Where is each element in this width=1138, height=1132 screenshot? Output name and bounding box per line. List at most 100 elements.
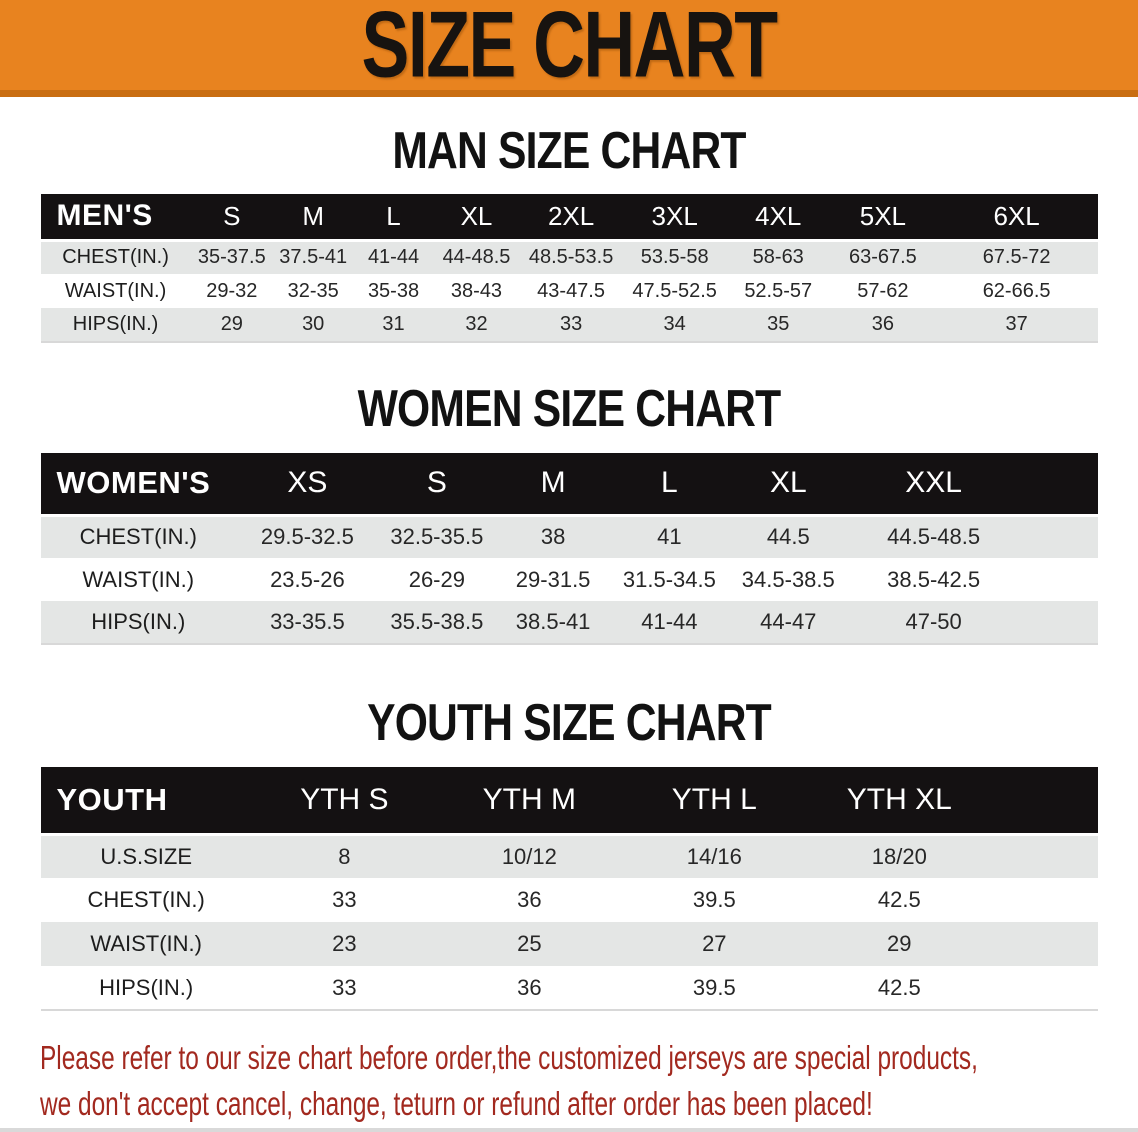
measurement-value: 41 [611, 515, 728, 558]
measurement-value: 39.5 [621, 878, 807, 922]
measurement-value: 32 [433, 308, 520, 343]
measurement-value: 42.5 [806, 966, 992, 1011]
measurement-value: 39.5 [621, 966, 807, 1011]
measurement-value: 33-35.5 [236, 601, 379, 645]
measurement-value: 34.5-38.5 [727, 558, 850, 601]
size-column-header: M [273, 194, 354, 242]
measurement-row: WAIST(IN.) 23 25 27 29 [40, 922, 1098, 966]
size-column-header: 4XL [726, 194, 831, 242]
size-column-header: L [611, 453, 728, 517]
measurement-value: 10/12 [436, 834, 622, 878]
size-column-header: S [190, 194, 274, 242]
size-column-header: M [494, 453, 612, 517]
measurement-value: 67.5-72 [935, 240, 1098, 274]
measurement-value: 31.5-34.5 [611, 558, 728, 601]
size-column-header: YTH L [621, 767, 807, 836]
measurement-value: 53.5-58 [622, 240, 727, 274]
youth-section-heading: YOUTH SIZE CHART [367, 694, 772, 752]
measurement-value: 38 [494, 515, 612, 558]
measurement-value: 37 [935, 308, 1098, 343]
size-column-header: YTH S [251, 767, 437, 836]
measurement-value: 41-44 [353, 240, 434, 274]
size-column-header: 3XL [622, 194, 727, 242]
size-column-header: XS [236, 453, 379, 517]
measurement-row: WAIST(IN.) 23.5-26 26-29 29-31.5 31.5-34.5 34… [40, 558, 1098, 601]
measurement-value: 26-29 [378, 558, 495, 601]
measurement-row: HIPS(IN.) 33-35.5 35.5-38.5 38.5-41 41-44 44-… [40, 601, 1098, 645]
men-size-section: MAN SIZE CHART MEN'S S M L XL 2XL 3XL 4XL 5XL 6XL… [0, 123, 1138, 343]
women-size-table: WOMEN'S XS S M L XL XXL CHEST(IN.) 29.5-32.5 32.5… [40, 453, 1098, 645]
measurement-value: 44.5-48.5 [849, 515, 1019, 558]
banner-title: SIZE CHART [361, 0, 779, 98]
measurement-value: 52.5-57 [726, 274, 831, 308]
measurement-value: 23 [251, 922, 437, 966]
size-column-header: XXL [849, 453, 1019, 517]
spacer-cell [991, 834, 1098, 878]
measurement-value: 47.5-52.5 [622, 274, 727, 308]
measurement-value: 57-62 [830, 274, 936, 308]
measurement-value: 44.5 [727, 515, 850, 558]
measurement-value: 62-66.5 [935, 274, 1098, 308]
measurement-value: 33 [251, 966, 437, 1011]
spacer-cell [991, 966, 1098, 1011]
spacer-cell [1018, 515, 1098, 558]
measurement-value: 38-43 [433, 274, 520, 308]
table-group-label: WOMEN'S [40, 453, 237, 517]
measurement-label: U.S.SIZE [40, 834, 252, 878]
measurement-row: CHEST(IN.) 35-37.5 37.5-41 41-44 44-48.5 48.5… [40, 240, 1098, 274]
measurement-value: 63-67.5 [830, 240, 936, 274]
measurement-value: 35-38 [353, 274, 434, 308]
size-column-header: YTH M [436, 767, 622, 836]
measurement-value: 33 [251, 878, 437, 922]
measurement-label: HIPS(IN.) [40, 308, 191, 343]
measurement-row: HIPS(IN.) 29 30 31 32 33 34 35 36 37 [40, 308, 1098, 343]
measurement-value: 48.5-53.5 [519, 240, 623, 274]
measurement-row: U.S.SIZE 8 10/12 14/16 18/20 [40, 834, 1098, 878]
measurement-value: 41-44 [611, 601, 728, 645]
table-header-row: WOMEN'S XS S M L XL XXL [40, 453, 1098, 517]
measurement-row: HIPS(IN.) 33 36 39.5 42.5 [40, 966, 1098, 1011]
measurement-value: 35 [726, 308, 831, 343]
women-section-heading: WOMEN SIZE CHART [357, 380, 782, 438]
measurement-value: 25 [436, 922, 622, 966]
measurement-value: 30 [273, 308, 354, 343]
spacer-cell [991, 922, 1098, 966]
measurement-label: HIPS(IN.) [40, 966, 252, 1011]
measurement-value: 38.5-42.5 [849, 558, 1019, 601]
measurement-value: 18/20 [806, 834, 992, 878]
youth-size-section: YOUTH SIZE CHART YOUTH YTH S YTH M YTH L YTH… [0, 695, 1138, 1011]
youth-size-table: YOUTH YTH S YTH M YTH L YTH XL U.S.SIZE 8 10/12… [40, 767, 1098, 1011]
men-section-heading: MAN SIZE CHART [392, 122, 746, 180]
measurement-value: 58-63 [726, 240, 831, 274]
men-size-table: MEN'S S M L XL 2XL 3XL 4XL 5XL 6XL CHEST(IN.) 35-37… [40, 194, 1098, 343]
measurement-row: CHEST(IN.) 33 36 39.5 42.5 [40, 878, 1098, 922]
measurement-value: 31 [353, 308, 434, 343]
spacer-cell [1018, 453, 1098, 517]
measurement-value: 8 [251, 834, 437, 878]
measurement-value: 29-32 [190, 274, 274, 308]
measurement-label: HIPS(IN.) [40, 601, 237, 645]
measurement-label: CHEST(IN.) [40, 515, 237, 558]
table-header-row: MEN'S S M L XL 2XL 3XL 4XL 5XL 6XL [40, 194, 1098, 242]
size-column-header: 6XL [935, 194, 1098, 242]
measurement-value: 14/16 [621, 834, 807, 878]
measurement-row: WAIST(IN.) 29-32 32-35 35-38 38-43 43-47.5 47.… [40, 274, 1098, 308]
measurement-value: 42.5 [806, 878, 992, 922]
spacer-cell [1018, 601, 1098, 645]
measurement-value: 44-48.5 [433, 240, 520, 274]
measurement-label: WAIST(IN.) [40, 558, 237, 601]
measurement-value: 44-47 [727, 601, 850, 645]
measurement-label: CHEST(IN.) [40, 240, 191, 274]
measurement-value: 36 [436, 878, 622, 922]
size-column-header: YTH XL [806, 767, 992, 836]
table-group-label: YOUTH [40, 767, 252, 836]
measurement-value: 36 [436, 966, 622, 1011]
measurement-value: 35-37.5 [190, 240, 274, 274]
disclaimer: Please refer to our size chart before or… [40, 1035, 1138, 1127]
size-column-header: S [378, 453, 495, 517]
measurement-value: 32-35 [273, 274, 354, 308]
measurement-value: 37.5-41 [273, 240, 354, 274]
women-size-section: WOMEN SIZE CHART WOMEN'S XS S M L XL XXL CHEST(… [0, 381, 1138, 645]
table-header-row: YOUTH YTH S YTH M YTH L YTH XL [40, 767, 1098, 836]
